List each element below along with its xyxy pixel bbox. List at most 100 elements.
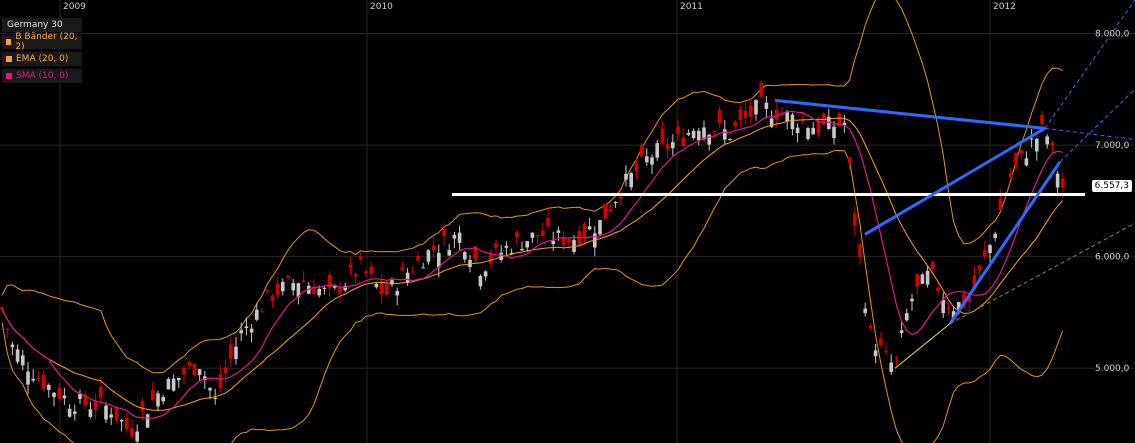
candle-body	[457, 232, 462, 243]
candle-body	[728, 138, 732, 140]
candle-body	[26, 371, 30, 385]
candle-body	[301, 280, 306, 282]
candle-body	[988, 245, 992, 254]
candle-body	[151, 390, 155, 400]
candle-body	[879, 338, 883, 346]
candle-body	[567, 239, 571, 243]
candle-body	[899, 330, 904, 334]
candle-body	[759, 82, 763, 97]
candle-body	[655, 143, 659, 158]
candle-body	[837, 113, 841, 126]
candle-body	[374, 283, 379, 288]
candle-body	[842, 122, 847, 126]
candle-body	[234, 346, 238, 359]
candle-body	[119, 419, 124, 422]
candle-body	[166, 378, 171, 390]
candle-body	[416, 255, 420, 261]
last-price-tag: 6.557,3	[1091, 180, 1132, 192]
candle-body	[811, 127, 815, 135]
candle-body	[431, 245, 436, 251]
candle-body	[873, 350, 878, 357]
candle-body	[707, 134, 711, 145]
candle-body	[681, 137, 685, 146]
drawn-lines	[452, 0, 1135, 369]
candle-body	[47, 384, 51, 390]
candle-body	[801, 120, 805, 122]
candle-body	[920, 274, 925, 284]
candle-body	[1029, 138, 1034, 140]
candle-body	[608, 209, 613, 212]
candle-body	[93, 402, 98, 410]
candle-body	[868, 326, 873, 329]
candle-body	[385, 284, 389, 295]
candle-body	[78, 393, 82, 400]
candle-body	[931, 261, 935, 270]
candle-body	[156, 393, 160, 407]
candle-body	[832, 126, 836, 138]
candle-body	[821, 113, 826, 125]
candle-body	[723, 129, 727, 140]
candle-body	[717, 110, 722, 124]
candle-body	[5, 329, 9, 331]
candle-body	[369, 266, 373, 274]
candle-body	[951, 311, 956, 319]
candle-body	[827, 116, 831, 129]
candle-body	[504, 245, 509, 248]
candle-body	[260, 311, 264, 313]
candle-body	[229, 344, 233, 359]
candle-body	[676, 126, 680, 134]
candle-body	[894, 356, 899, 358]
legend-item-bbands[interactable]: B Bänder (20, 2)	[2, 32, 82, 52]
candle-body	[509, 252, 514, 254]
candle-body	[1040, 114, 1044, 125]
candle-body	[36, 377, 41, 380]
candle-body	[702, 127, 706, 139]
candle-body	[447, 250, 451, 256]
y-tick-label: 8.000,0	[1095, 29, 1130, 39]
candle-body	[686, 133, 691, 135]
candle-body	[738, 109, 743, 120]
candle-body	[795, 127, 800, 134]
candle-body	[296, 283, 301, 297]
projection-line	[1059, 88, 1135, 163]
candle-body	[941, 299, 945, 314]
candle-body	[478, 275, 483, 287]
projection-line	[949, 222, 1135, 325]
candle-body	[671, 142, 675, 149]
candle-body	[338, 287, 342, 294]
candle-body	[130, 428, 134, 437]
candle-body	[395, 291, 399, 296]
candle-body	[62, 395, 67, 399]
candle-body	[317, 288, 321, 296]
legend-item-sma[interactable]: SMA (10, 0)	[2, 69, 82, 83]
candle-body	[983, 249, 987, 257]
candle-body	[806, 128, 810, 139]
candle-body	[858, 244, 862, 257]
legend-label-sma: SMA (10, 0)	[16, 71, 69, 81]
legend-item-ema[interactable]: EMA (20, 0)	[2, 52, 82, 66]
candle-body	[67, 408, 72, 417]
candle-body	[634, 163, 639, 172]
candle-body	[1024, 158, 1029, 166]
candle-body	[551, 240, 555, 245]
candle-body	[483, 271, 488, 277]
candle-body	[769, 118, 774, 127]
candle-body	[327, 274, 332, 288]
candle-body	[993, 233, 997, 238]
bband-lower	[1, 149, 1064, 443]
candle-body	[754, 100, 758, 115]
candle-body	[660, 128, 665, 143]
support-trendline	[948, 160, 1062, 325]
candle-body	[489, 254, 493, 264]
legend-label-ema: EMA (20, 0)	[16, 54, 69, 64]
candle-body	[889, 362, 893, 372]
candle-body	[15, 349, 20, 362]
candle-body	[244, 326, 249, 329]
candle-body	[535, 234, 540, 237]
candle-body	[749, 105, 753, 117]
candle-body	[785, 111, 789, 122]
candle-body	[613, 202, 618, 204]
candle-body	[192, 364, 197, 376]
candle-body	[333, 285, 337, 288]
